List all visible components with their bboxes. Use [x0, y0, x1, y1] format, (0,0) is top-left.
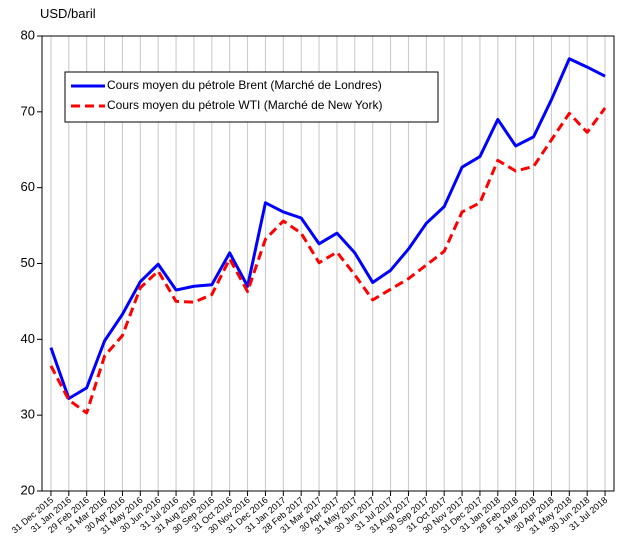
legend-box	[64, 71, 439, 123]
legend-label: Cours moyen du pétrole WTI (Marché de Ne…	[107, 98, 382, 112]
line-series	[49, 107, 607, 415]
line-series	[49, 57, 606, 400]
y-tick-label: 50	[21, 255, 35, 270]
y-tick-label: 60	[21, 179, 35, 194]
y-tick-label: 30	[21, 407, 35, 422]
legend-label: Cours moyen du pétrole Brent (Marché de …	[107, 78, 382, 92]
y-axis-label: USD/baril	[40, 6, 96, 21]
y-tick-label: 80	[21, 27, 35, 42]
y-tick-label: 20	[21, 482, 35, 497]
y-tick-label: 70	[21, 103, 35, 118]
y-tick-label: 40	[21, 331, 35, 346]
